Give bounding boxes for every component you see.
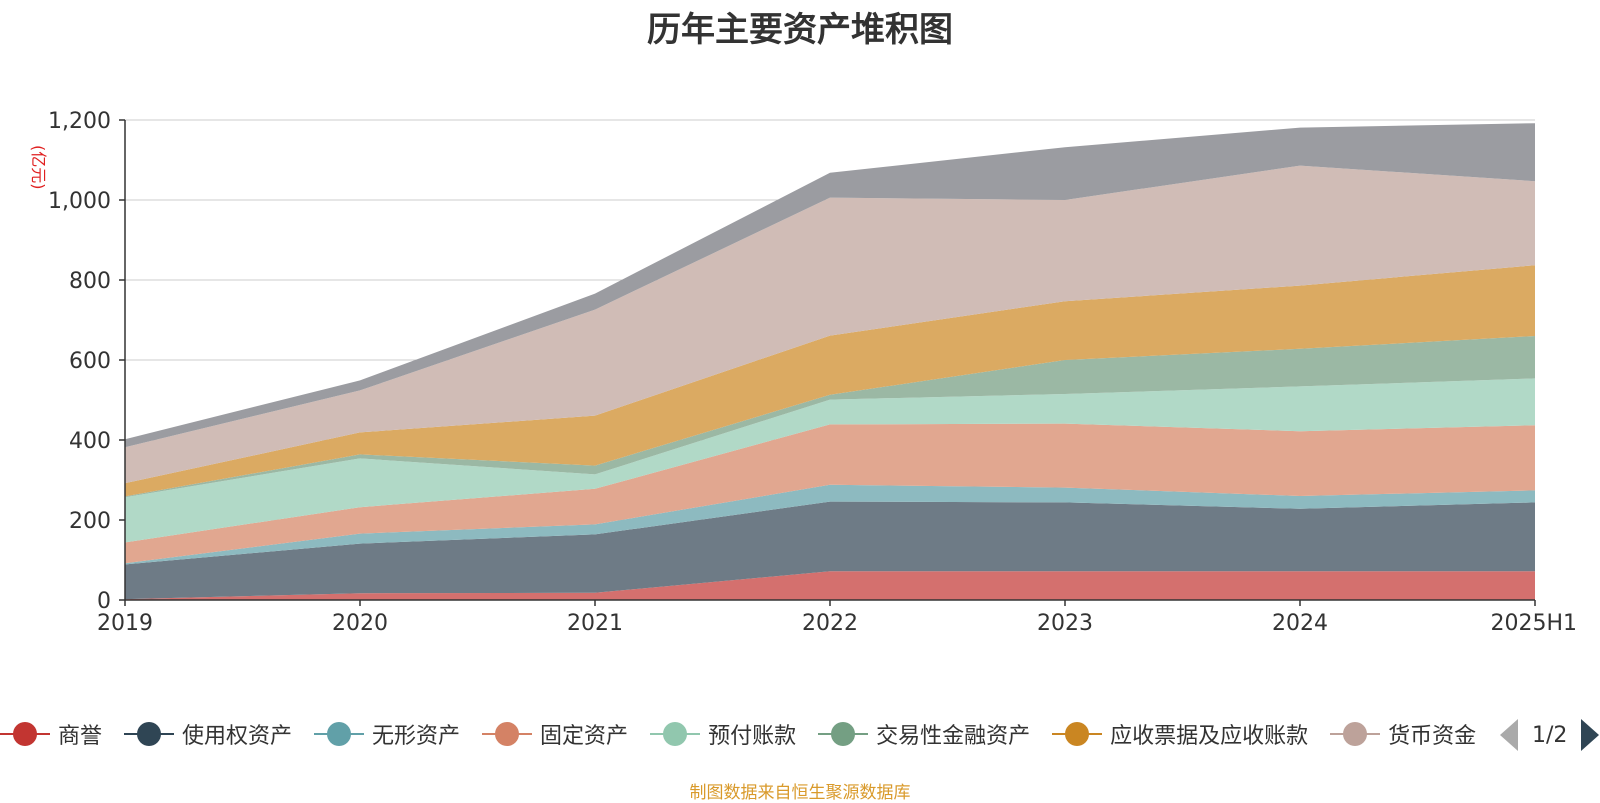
- x-tick-label-1: 2020: [332, 611, 388, 636]
- legend-marker-icon: [482, 722, 533, 746]
- legend-next-icon[interactable]: [1581, 719, 1600, 751]
- area-series-1: [125, 501, 1535, 600]
- area-series-4: [125, 378, 1535, 543]
- area-series-3: [125, 423, 1535, 564]
- y-tick-label-0: 0: [97, 589, 111, 614]
- area-series-5: [125, 336, 1535, 498]
- y-axis-unit-label: (亿元): [29, 145, 48, 190]
- legend-label: 交易性金融资产: [876, 724, 1031, 749]
- x-tick-label-6: 2025H1: [1490, 611, 1577, 636]
- y-tick-label-6: 1,200: [48, 109, 111, 134]
- legend-marker-icon: [0, 722, 50, 746]
- legend-item-1[interactable]: 使用权资产: [124, 716, 292, 752]
- legend-item-7[interactable]: 货币资金: [1330, 716, 1476, 752]
- legend-item-2[interactable]: 无形资产: [314, 716, 460, 752]
- y-tick-label-1: 200: [69, 509, 111, 534]
- x-tick-label-4: 2023: [1037, 611, 1093, 636]
- legend: 商誉使用权资产无形资产固定资产预付账款交易性金融资产应收票据及应收账款货币资金其…: [0, 716, 1485, 752]
- legend-marker-icon: [124, 722, 175, 746]
- legend-marker-icon: [314, 722, 365, 746]
- chart-title: 历年主要资产堆积图: [647, 10, 953, 50]
- legend-label: 使用权资产: [182, 724, 293, 749]
- area-series-6: [125, 265, 1535, 497]
- legend-marker-icon: [1330, 722, 1381, 746]
- area-series-7: [125, 165, 1535, 484]
- legend-marker-icon: [818, 722, 869, 746]
- legend-label: 应收票据及应收账款: [1110, 724, 1309, 749]
- legend-page-indicator: 1/2: [1532, 722, 1568, 748]
- legend-label: 固定资产: [540, 724, 629, 749]
- legend-label: 无形资产: [372, 724, 461, 749]
- legend-item-0[interactable]: 商誉: [0, 716, 102, 752]
- source-note: 制图数据来自恒生聚源数据库: [689, 783, 911, 803]
- x-tick-label-2: 2021: [567, 611, 623, 636]
- area-series-8: [125, 123, 1535, 448]
- legend-label: 商誉: [58, 724, 103, 749]
- legend-pager: 1/2: [1500, 718, 1600, 752]
- legend-item-5[interactable]: 交易性金融资产: [818, 716, 1030, 752]
- legend-marker-icon: [650, 722, 701, 746]
- legend-label: 货币资金: [1388, 724, 1477, 749]
- area-series-0: [125, 571, 1535, 600]
- y-tick-label-5: 1,000: [48, 189, 111, 214]
- y-tick-label-2: 400: [69, 429, 111, 454]
- legend-label: 预付账款: [708, 724, 797, 749]
- x-tick-label-5: 2024: [1272, 611, 1328, 636]
- legend-item-6[interactable]: 应收票据及应收账款: [1052, 716, 1308, 752]
- x-tick-label-0: 2019: [97, 611, 153, 636]
- y-tick-label-3: 600: [69, 349, 111, 374]
- x-tick-label-3: 2022: [802, 611, 858, 636]
- legend-prev-icon[interactable]: [1500, 719, 1518, 751]
- legend-item-3[interactable]: 固定资产: [482, 716, 628, 752]
- legend-item-4[interactable]: 预付账款: [650, 716, 796, 752]
- legend-marker-icon: [1052, 722, 1103, 746]
- y-tick-label-4: 800: [69, 269, 111, 294]
- area-series-2: [125, 484, 1535, 565]
